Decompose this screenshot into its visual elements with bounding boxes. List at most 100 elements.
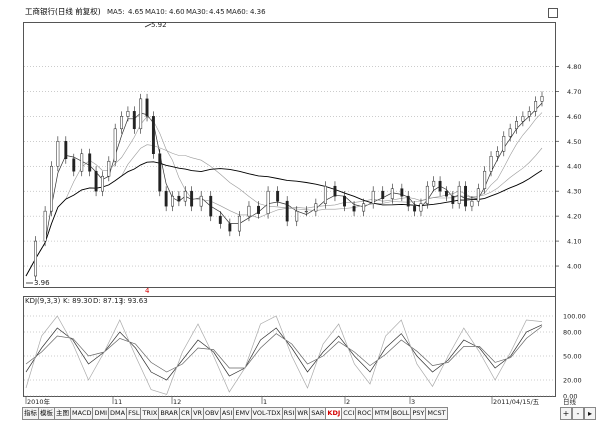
tab-sar[interactable]: SAR [310,407,327,420]
stock-title: 工商银行(日线 前复权) [25,6,101,16]
candle [470,196,474,212]
candle [276,186,280,207]
kdj-tick-label: 20.00 [563,377,582,385]
candle [390,183,394,204]
kdj-j-value: J: 93.63 [120,297,148,305]
candle [371,186,375,209]
candle [457,181,461,209]
price-tick-label: 4.10 [567,238,581,246]
candle [323,181,327,209]
tab-emv[interactable]: EMV [234,407,252,420]
tab-dmi[interactable]: DMI [93,407,110,420]
candle [72,153,76,177]
candle [113,123,117,167]
scroll-right-button[interactable]: ▸ [584,407,596,420]
ma10-value: 4.60 [169,8,185,16]
window-restore-icon[interactable] [548,8,558,18]
tab-brar[interactable]: BRAR [159,407,180,420]
candle [343,191,346,212]
ma60-line [25,161,543,277]
candle [451,191,455,209]
tab-vr[interactable]: VR [192,407,205,420]
date-tick-label: 3 [411,398,415,406]
date-axis: 2010年 11 12 1 2 3 2011/04/15/五 日线 [25,397,577,406]
kdj-tick-label: 100.00 [563,313,586,321]
candle [34,236,38,282]
candle [257,201,260,219]
kdj-j-line [25,315,543,395]
candle [540,91,544,107]
candle [183,186,187,207]
price-tick-label: 4.70 [567,88,581,96]
candle [285,196,289,227]
price-tick-label: 4.50 [567,138,581,146]
high-annotation-label: 5.92 [151,21,167,29]
date-tick-label: 1 [263,398,267,406]
candle [425,181,429,209]
tab-mcst[interactable]: MCST [426,407,448,420]
candle [228,218,232,237]
tab--2[interactable]: 主图 [55,407,71,420]
ma30-label: MA30: [186,8,208,16]
candle [247,201,251,222]
low-annotation-label: 3.96 [34,279,50,287]
candle [314,198,318,217]
candle [333,181,337,202]
kdj-k-line [25,324,543,381]
main-chart-frame [23,22,556,288]
period-label: 日线 [563,397,577,406]
ma60-label: MA60: [226,8,248,16]
tab-trix[interactable]: TRIX [141,407,160,420]
tab-cci[interactable]: CCI [342,407,357,420]
candle [444,186,448,202]
tab-asi[interactable]: ASI [220,407,235,420]
candle [151,111,155,159]
candle [145,93,149,122]
candle [64,136,68,164]
candle [502,131,506,157]
tab-psy[interactable]: PSY [411,407,427,420]
tab-dma[interactable]: DMA [109,407,128,420]
candle [521,111,525,127]
kdj-d-line [25,326,543,373]
candle [304,206,308,217]
date-tick-label: 12 [173,398,181,406]
candle [489,151,493,177]
candle [100,171,104,197]
candle [94,166,98,197]
zoom-in-button[interactable]: + [560,407,572,420]
candle [126,106,130,122]
candle [476,183,480,207]
tab-macd[interactable]: MACD [71,407,94,420]
tab-mtm[interactable]: MTM [373,407,392,420]
candle [413,201,417,217]
zoom-out-button[interactable]: - [572,407,584,420]
tab-kdj[interactable]: KDJ [326,407,343,420]
tab-vol-tdx[interactable]: VOL-TDX [251,407,283,420]
tab-cr[interactable]: CR [180,407,193,420]
tab-boll[interactable]: BOLL [391,407,412,420]
tab-wr[interactable]: WR [296,407,311,420]
tab-roc[interactable]: ROC [356,407,374,420]
candle [237,211,241,237]
price-tick-label: 4.20 [567,213,581,221]
tab--0[interactable]: 指标 [22,407,39,420]
kdj-k-value: K: 89.30 [63,297,92,305]
price-tick-label: 4.80 [567,63,581,71]
kdj-d-value: D: 87.13 [93,297,123,305]
candle [352,201,356,217]
candle [88,148,92,177]
kdj-tick-label: 80.00 [563,329,582,337]
tab--1[interactable]: 模板 [39,407,55,420]
tab-fsl[interactable]: FSL [127,407,142,420]
tab-rsi[interactable]: RSI [282,407,297,420]
candle [515,116,518,134]
candlestick-series [34,91,544,282]
price-axis-ticks: 4.80 4.70 4.60 4.50 4.40 4.30 4.20 4.10 4.00 [555,63,581,271]
price-tick-label: 4.60 [567,113,581,121]
price-tick-label: 4.40 [567,163,581,171]
tab-obv[interactable]: OBV [204,407,221,420]
candle [218,211,222,229]
